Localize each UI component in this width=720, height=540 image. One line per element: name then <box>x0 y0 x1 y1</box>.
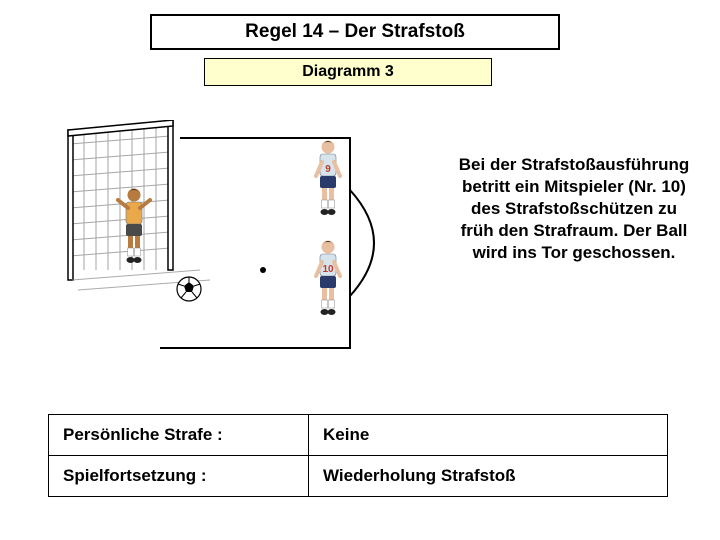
title-text: Regel 14 – Der Strafstoß <box>245 21 465 42</box>
description-text: Bei der Strafstoßausführung betritt ein … <box>458 154 690 264</box>
svg-text:10: 10 <box>322 264 334 275</box>
diagram: 9 10 <box>60 120 440 370</box>
player-keeper <box>114 186 154 266</box>
subtitle-text: Diagramm 3 <box>302 63 394 80</box>
result-table: Persönliche Strafe :KeineSpielfortsetzun… <box>48 414 668 497</box>
title-box: Regel 14 – Der Strafstoß <box>150 14 560 50</box>
table-row: Persönliche Strafe :Keine <box>49 415 668 456</box>
player-p9: 9 <box>308 138 348 218</box>
player-p10: 10 <box>308 238 348 318</box>
table-label: Persönliche Strafe : <box>49 415 309 456</box>
table-label: Spielfortsetzung : <box>49 456 309 497</box>
table-row: Spielfortsetzung :Wiederholung Strafstoß <box>49 456 668 497</box>
svg-text:9: 9 <box>325 164 331 175</box>
ball-icon <box>176 276 202 302</box>
table-value: Keine <box>309 415 668 456</box>
subtitle-box: Diagramm 3 <box>204 58 492 86</box>
table-value: Wiederholung Strafstoß <box>309 456 668 497</box>
